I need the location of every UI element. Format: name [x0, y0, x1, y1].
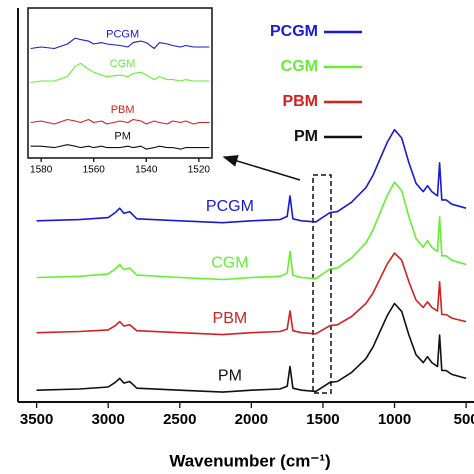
spectrum-line [36, 302, 467, 393]
x-tick-label: 500 [454, 411, 474, 428]
spectrum-line [36, 128, 467, 224]
x-tick-label: 1000 [378, 411, 411, 428]
x-tick-label: 1520 [188, 165, 211, 176]
series-label: PM [218, 367, 242, 384]
zoom-region [312, 174, 332, 394]
x-tick-label: 3000 [92, 411, 125, 428]
x-tick-label: 2000 [235, 411, 268, 428]
zoom-arrow [222, 155, 301, 181]
spectrum-line [30, 144, 210, 150]
x-tick-label: 2500 [163, 411, 196, 428]
x-tick-label: 1540 [135, 165, 158, 176]
series-label: PCGM [106, 28, 139, 40]
series-label: CGM [211, 255, 248, 272]
inset-frame [27, 7, 213, 159]
legend-label: PBM [282, 93, 318, 110]
legend-label: CGM [281, 58, 318, 75]
spectrum-line [30, 62, 210, 84]
x-tick-label: 1560 [83, 165, 106, 176]
x-tick-label: 1580 [30, 165, 53, 176]
spectrum-line [30, 118, 210, 125]
series-label: PBM [111, 104, 135, 116]
series-label: PM [114, 131, 131, 143]
x-tick-label: 1500 [306, 411, 339, 428]
legend-label: PCGM [270, 23, 318, 40]
spectrum-line [36, 181, 467, 281]
legend-label: PM [294, 128, 318, 145]
series-label: PCGM [206, 198, 254, 215]
x-axis-label: Wavenumber (cm⁻¹) [169, 451, 330, 470]
spectrum-line [30, 37, 210, 50]
series-label: CGM [110, 58, 136, 70]
spectrum-line [36, 252, 467, 336]
x-tick-label: 3500 [20, 411, 53, 428]
series-label: PBM [213, 310, 248, 327]
